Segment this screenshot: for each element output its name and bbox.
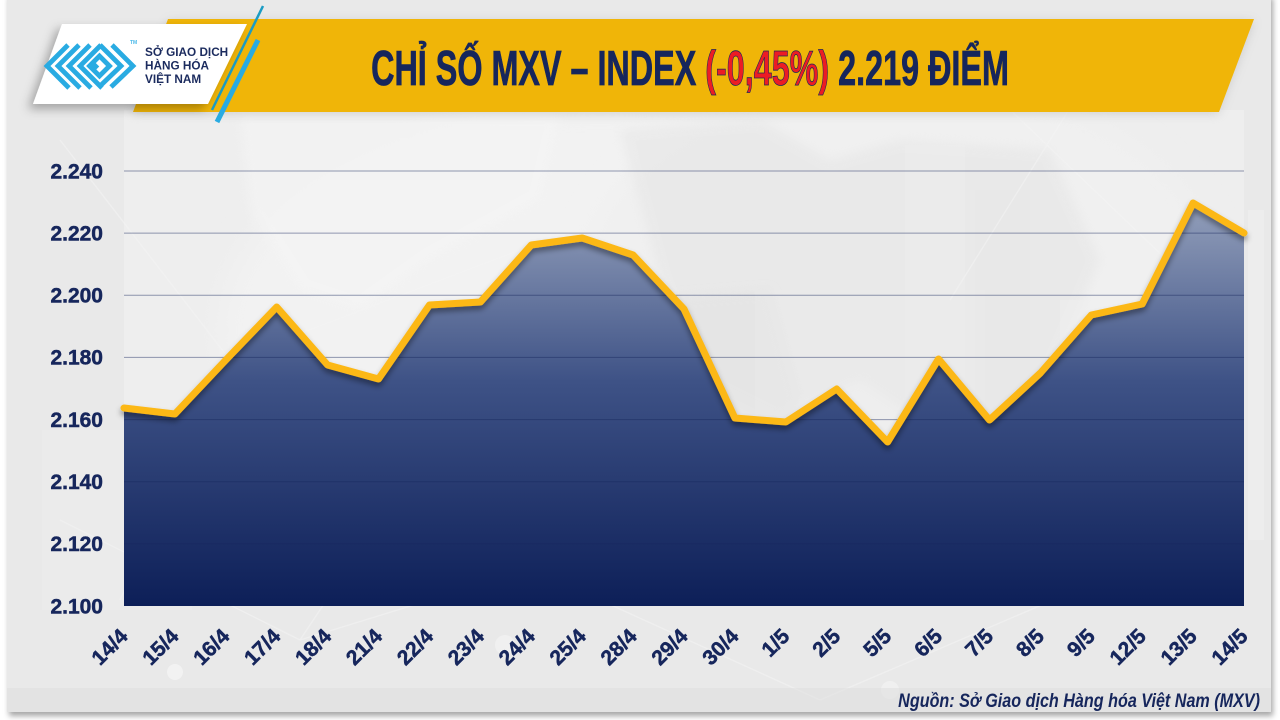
svg-text:2.180: 2.180 xyxy=(50,347,103,370)
svg-text:TM: TM xyxy=(130,40,137,46)
svg-text:2.140: 2.140 xyxy=(50,471,103,494)
svg-text:2.100: 2.100 xyxy=(50,595,103,618)
svg-text:HÀNG HÓA: HÀNG HÓA xyxy=(145,57,209,72)
svg-text:CHỈ SỐ MXV – INDEX (-0,45%) 2.: CHỈ SỐ MXV – INDEX (-0,45%) 2.219 ĐIỂM xyxy=(371,40,1009,95)
svg-text:SỞ GIAO DỊCH: SỞ GIAO DỊCH xyxy=(145,44,228,59)
svg-text:2.240: 2.240 xyxy=(50,160,103,183)
svg-text:2.160: 2.160 xyxy=(50,409,103,432)
svg-text:2.120: 2.120 xyxy=(50,533,103,556)
svg-text:2.220: 2.220 xyxy=(50,222,103,245)
svg-text:2.200: 2.200 xyxy=(50,285,103,308)
svg-text:Nguồn: Sở Giao dịch Hàng hóa V: Nguồn: Sở Giao dịch Hàng hóa Việt Nam (M… xyxy=(898,690,1260,712)
svg-text:VIỆT NAM: VIỆT NAM xyxy=(145,71,201,86)
